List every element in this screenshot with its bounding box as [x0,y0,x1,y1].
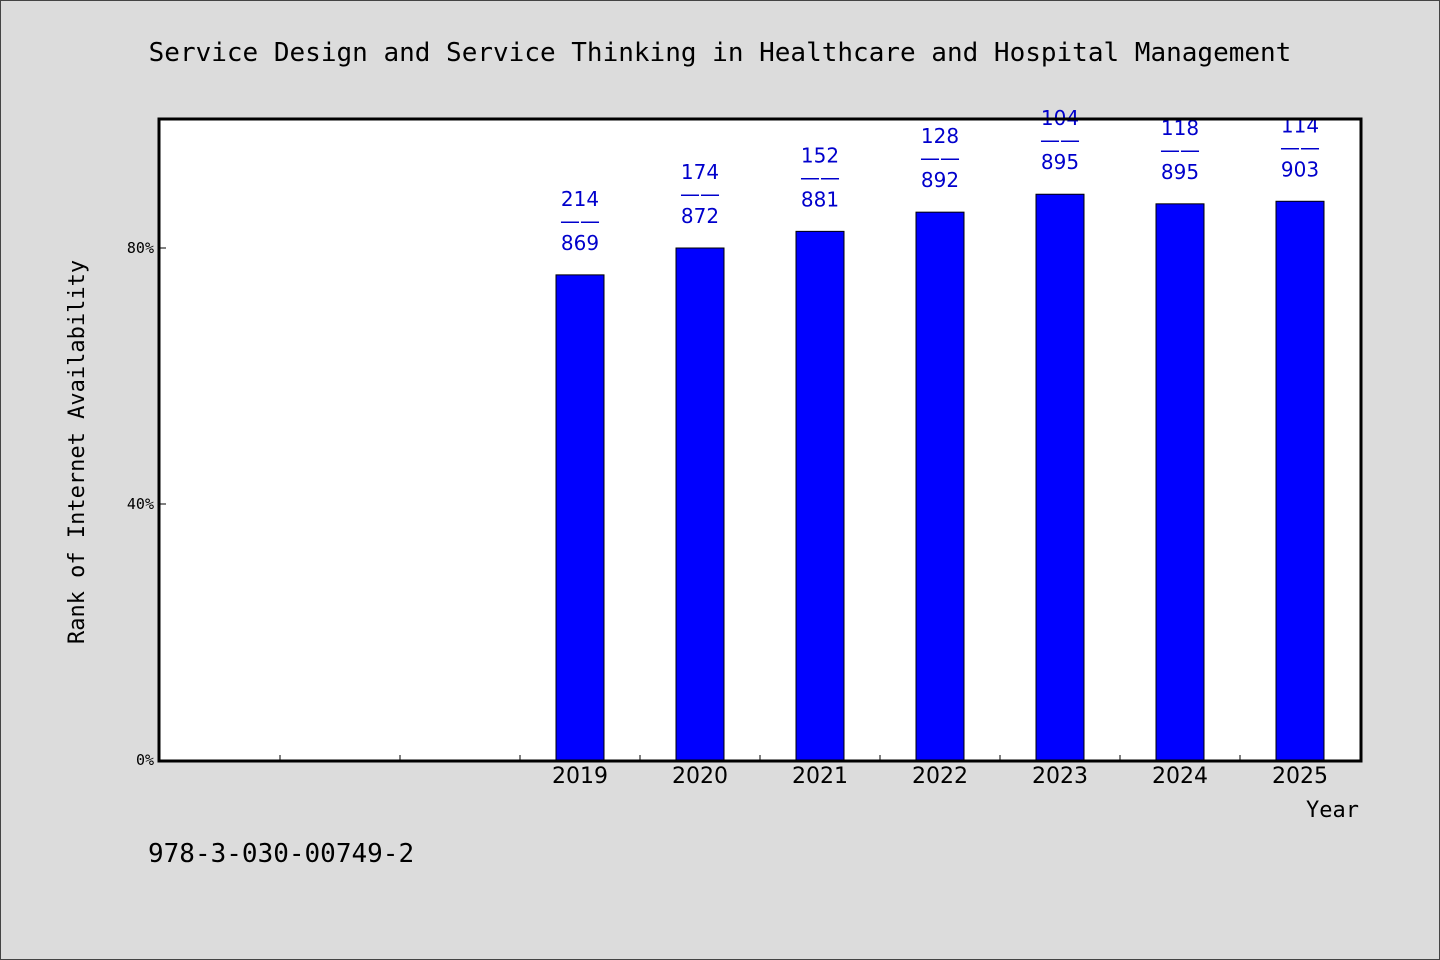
bar-label-separator: —— [560,209,600,233]
bar-2025 [1275,200,1325,761]
x-tick-label: 2024 [1152,764,1208,789]
x-tick-label: 2020 [672,764,728,789]
bar-2020 [675,247,725,761]
bar-2019 [555,274,605,761]
bar-2023 [1035,193,1085,761]
bar-label-bottom: 895 [1161,160,1199,184]
bar-label-bottom: 869 [561,231,599,255]
x-tick-label: 2019 [552,764,608,789]
bars [555,193,1325,761]
bar-2022 [915,211,965,761]
bar-label-separator: —— [1040,128,1080,152]
bar-label-separator: —— [920,146,960,170]
bar-label-separator: —— [1160,138,1200,162]
x-tick-label: 2021 [792,764,848,789]
bar-label-top: 214 [561,187,599,211]
bar-label-top: 152 [801,143,839,167]
y-tick-label: 80% [127,239,154,257]
isbn-label: 978-3-030-00749-2 [148,839,414,869]
x-tick-label: 2023 [1032,764,1088,789]
bar-label-top: 114 [1281,113,1319,137]
bar-2024 [1155,203,1205,761]
bar-label-top: 174 [681,160,719,184]
bar-label-bottom: 903 [1281,157,1319,181]
y-tick-label: 40% [127,495,154,513]
bar-2021 [795,230,845,761]
x-tick-labels: 2019 2020 2021 2022 2023 2024 2025 [552,764,1328,789]
x-axis-title: Year [1306,798,1359,823]
bar-label-bottom: 892 [921,168,959,192]
bar-label-top: 128 [921,124,959,148]
y-axis-title: Rank of Internet Availability [65,260,90,644]
bar-label-bottom: 872 [681,204,719,228]
plot-border [157,117,1363,763]
bar-label-bottom: 881 [801,187,839,211]
chart-title: Service Design and Service Thinking in H… [149,38,1292,68]
y-tick-labels: 0% 40% 80% [127,239,154,769]
bar-label-separator: —— [1280,135,1320,159]
bar-label-separator: —— [800,165,840,189]
y-tick-label: 0% [136,751,154,769]
bar-label-separator: —— [680,182,720,206]
data-labels: 214——869174——872152——881128——892104——895… [560,106,1320,255]
x-tick-label: 2025 [1272,764,1328,789]
bar-label-bottom: 895 [1041,150,1079,174]
x-tick-label: 2022 [912,764,968,789]
